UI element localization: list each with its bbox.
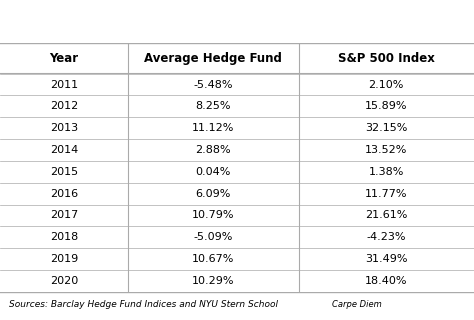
Text: 21.61%: 21.61%: [365, 211, 408, 220]
Text: S&P 500 Index: S&P 500 Index: [338, 52, 435, 65]
Text: 2012: 2012: [50, 101, 78, 111]
Text: 13.52%: 13.52%: [365, 145, 408, 155]
Text: 2011: 2011: [50, 79, 78, 90]
Text: 2013: 2013: [50, 123, 78, 133]
Text: 2.10%: 2.10%: [369, 79, 404, 90]
Text: -5.48%: -5.48%: [193, 79, 233, 90]
Text: 32.15%: 32.15%: [365, 123, 408, 133]
Text: 6.09%: 6.09%: [196, 188, 231, 199]
Text: 10.67%: 10.67%: [192, 254, 235, 264]
Text: 11.12%: 11.12%: [192, 123, 235, 133]
Text: 11.77%: 11.77%: [365, 188, 408, 199]
Text: Sources: Barclay Hedge Fund Indices and NYU Stern School: Sources: Barclay Hedge Fund Indices and …: [9, 300, 279, 309]
Text: Year: Year: [49, 52, 79, 65]
Text: 2014: 2014: [50, 145, 78, 155]
Text: 2016: 2016: [50, 188, 78, 199]
Text: -4.23%: -4.23%: [366, 232, 406, 242]
Text: Average Annual Returns, 2011 to 2020: Average Annual Returns, 2011 to 2020: [62, 14, 412, 29]
Text: 2020: 2020: [50, 276, 78, 286]
Text: 18.40%: 18.40%: [365, 276, 408, 286]
Text: 10.29%: 10.29%: [192, 276, 235, 286]
Text: 2017: 2017: [50, 211, 78, 220]
Text: -5.09%: -5.09%: [193, 232, 233, 242]
Text: 10.79%: 10.79%: [192, 211, 235, 220]
Text: 2.88%: 2.88%: [195, 145, 231, 155]
Text: 8.25%: 8.25%: [196, 101, 231, 111]
Text: 2018: 2018: [50, 232, 78, 242]
Text: 31.49%: 31.49%: [365, 254, 408, 264]
Text: Carpe Diem: Carpe Diem: [332, 300, 382, 309]
Text: 2015: 2015: [50, 167, 78, 177]
Text: AEI: AEI: [426, 301, 446, 311]
Text: 2019: 2019: [50, 254, 78, 264]
Text: 15.89%: 15.89%: [365, 101, 408, 111]
Text: 0.04%: 0.04%: [196, 167, 231, 177]
Text: 1.38%: 1.38%: [369, 167, 404, 177]
Text: Average Hedge Fund: Average Hedge Fund: [145, 52, 282, 65]
